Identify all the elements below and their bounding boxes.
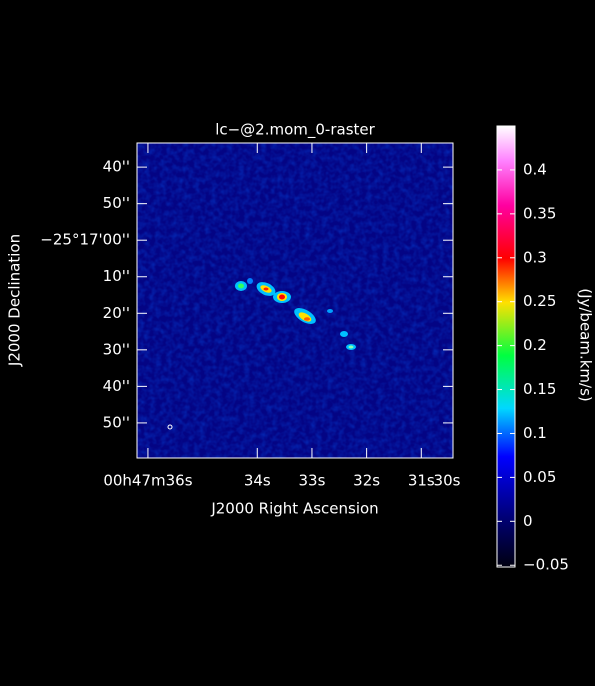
y-tick-label: 50'' xyxy=(103,413,130,431)
colorbar-tick-label: 0 xyxy=(523,512,533,530)
emission xyxy=(235,278,356,350)
y-tick-label: 40'' xyxy=(103,158,130,176)
x-tick-label: 30s xyxy=(434,472,461,490)
y-tick-label: 40'' xyxy=(103,377,130,395)
colorbar-label: (Jy/beam.km/s) xyxy=(577,288,595,402)
colorbar-tick-label: 0.3 xyxy=(523,248,547,266)
y-tick-label: −25°17'00'' xyxy=(40,231,130,249)
colorbar-tick-label: 0.25 xyxy=(523,292,556,310)
y-tick-label: 10'' xyxy=(103,267,130,285)
colorbar-tick-label: 0.1 xyxy=(523,424,547,442)
beam xyxy=(167,424,173,430)
colorbar-tick-label: 0.15 xyxy=(523,380,556,398)
y-axis-label: J2000 Declination xyxy=(6,234,24,367)
plot-frame xyxy=(136,142,454,459)
raster xyxy=(137,143,453,458)
colorbar-tick-label: 0.2 xyxy=(523,336,547,354)
x-tick-label: 31s xyxy=(408,472,435,490)
x-tick-label: 00h47m36s xyxy=(103,472,192,490)
colorbar-tick-label: 0.05 xyxy=(523,468,556,486)
x-tick-label: 32s xyxy=(353,472,380,490)
x-tick-label: 33s xyxy=(298,472,325,490)
chart-title: lc−@2.mom_0-raster xyxy=(215,121,375,140)
y-tick-label: 20'' xyxy=(103,304,130,322)
colorbar xyxy=(496,125,516,568)
x-tick-label: 34s xyxy=(244,472,271,490)
colorbar-tick-label: 0.35 xyxy=(523,204,556,222)
x-axis-label: J2000 Right Ascension xyxy=(210,500,378,518)
colorbar-tick-label: 0.4 xyxy=(523,160,547,178)
y-tick-label: 30'' xyxy=(103,340,130,358)
y-tick-label: 50'' xyxy=(103,194,130,212)
colorbar-tick-label: −0.05 xyxy=(523,556,569,574)
